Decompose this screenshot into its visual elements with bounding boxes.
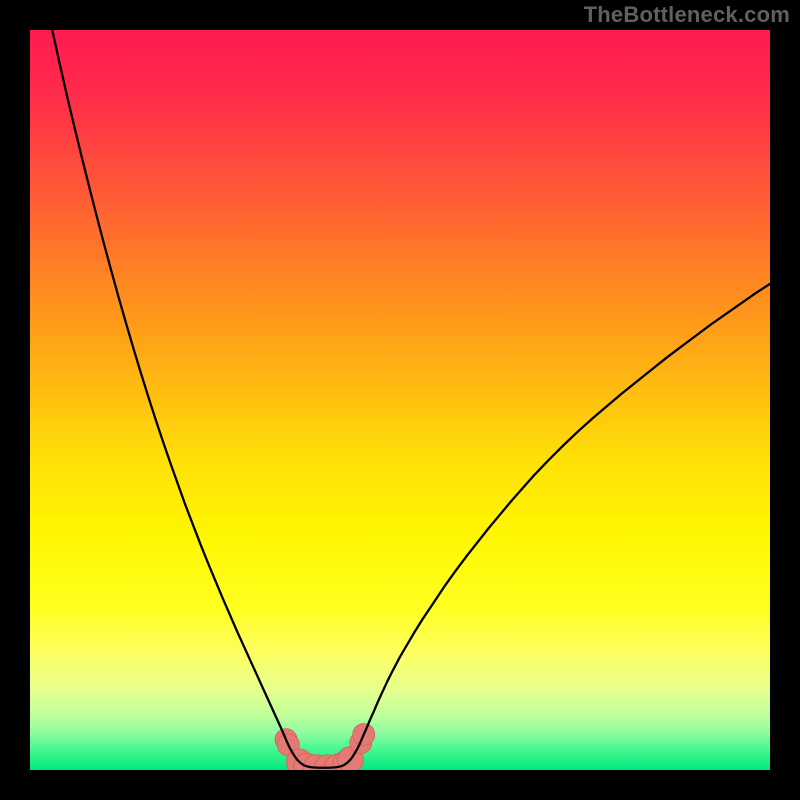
chart-svg [30,30,770,770]
watermark-text: TheBottleneck.com [584,2,790,28]
chart-plot-area [30,30,770,770]
chart-frame: TheBottleneck.com [0,0,800,800]
